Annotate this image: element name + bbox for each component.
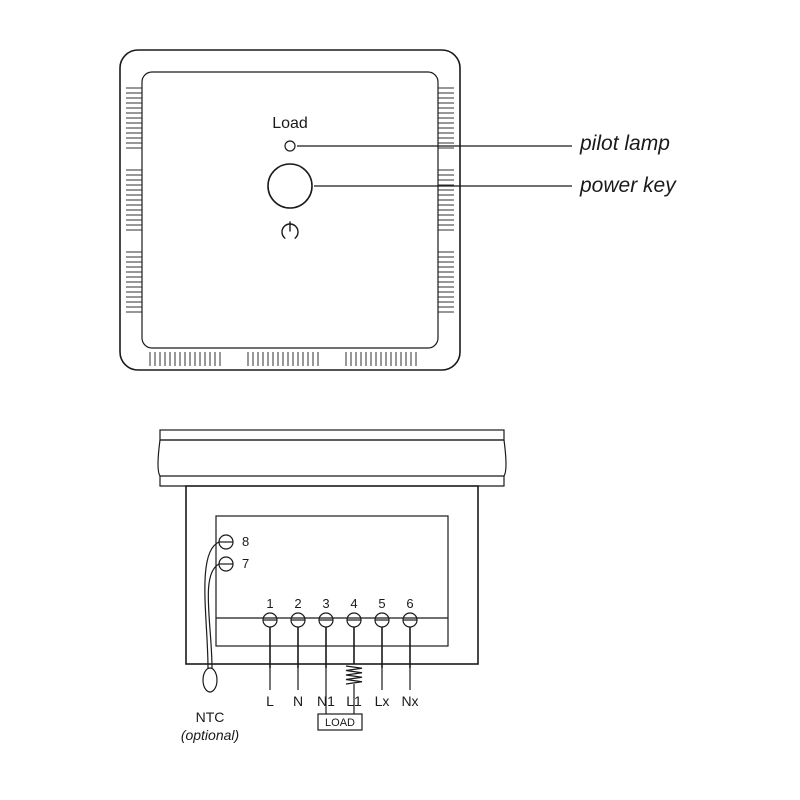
thermostat-diagram: Loadpilot lamppower key871L2N3N14L15Lx6N… <box>0 0 800 800</box>
load-label: Load <box>272 115 308 132</box>
callout-pilot-lamp: pilot lamp <box>579 132 670 155</box>
terminal-number-3: 3 <box>322 596 329 611</box>
terminal-number-6: 6 <box>406 596 413 611</box>
terminal-number-7: 7 <box>242 556 249 571</box>
terminal-label-N: N <box>293 693 303 709</box>
load-box-label: LOAD <box>325 717 355 729</box>
terminal-number-8: 8 <box>242 534 249 549</box>
terminal-number-5: 5 <box>378 596 385 611</box>
ntc-optional: (optional) <box>181 727 239 743</box>
terminal-number-1: 1 <box>266 596 273 611</box>
ntc-label: NTC <box>196 709 225 725</box>
terminal-label-L: L <box>266 693 274 709</box>
terminal-number-2: 2 <box>294 596 301 611</box>
terminal-number-4: 4 <box>350 596 357 611</box>
terminal-label-Nx: Nx <box>401 693 418 709</box>
callout-power-key: power key <box>579 174 677 197</box>
terminal-label-Lx: Lx <box>375 693 390 709</box>
